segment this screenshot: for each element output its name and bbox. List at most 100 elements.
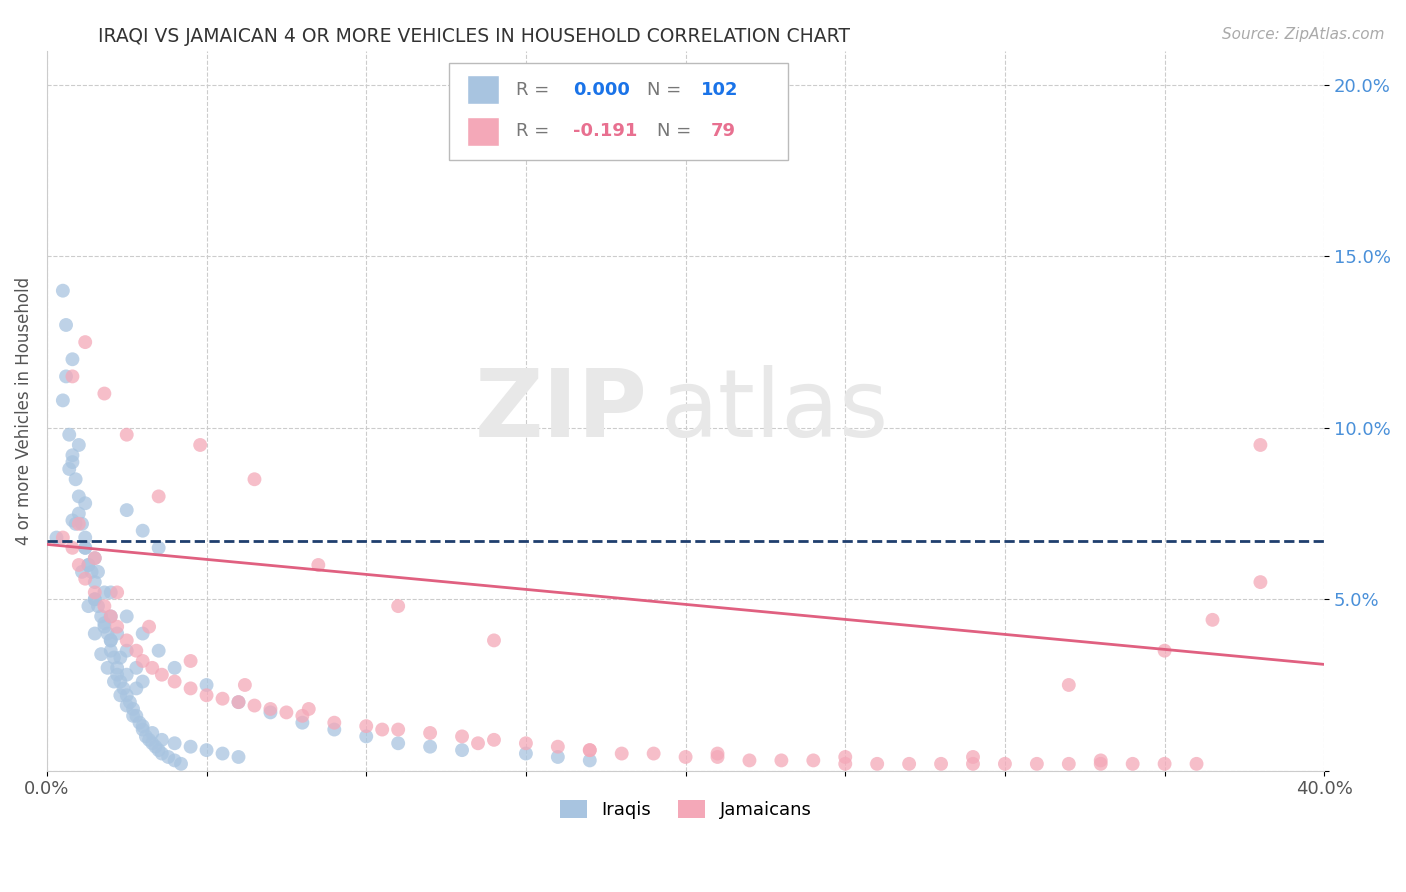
- Legend: Iraqis, Jamaicans: Iraqis, Jamaicans: [553, 793, 818, 827]
- Point: [115, 427, 138, 442]
- Point: [83, 585, 105, 599]
- Point: [354, 730, 377, 744]
- Point: [62, 369, 84, 384]
- Point: [52, 531, 75, 545]
- Point: [125, 643, 148, 657]
- Point: [467, 736, 489, 750]
- Point: [100, 585, 122, 599]
- Point: [105, 585, 128, 599]
- Text: 102: 102: [702, 80, 738, 98]
- Point: [115, 503, 138, 517]
- Point: [105, 626, 128, 640]
- Point: [482, 732, 505, 747]
- Point: [100, 633, 122, 648]
- Point: [170, 756, 193, 771]
- Point: [482, 633, 505, 648]
- Point: [228, 695, 250, 709]
- Point: [323, 715, 346, 730]
- Point: [387, 736, 409, 750]
- Point: [419, 739, 441, 754]
- Point: [70, 565, 93, 579]
- Point: [387, 723, 409, 737]
- Point: [131, 626, 153, 640]
- Point: [145, 739, 167, 754]
- Point: [45, 531, 67, 545]
- Point: [122, 709, 145, 723]
- Point: [738, 753, 761, 767]
- Y-axis label: 4 or more Vehicles in Household: 4 or more Vehicles in Household: [15, 277, 32, 545]
- Point: [1185, 756, 1208, 771]
- Point: [70, 516, 93, 531]
- Point: [62, 513, 84, 527]
- Point: [163, 753, 186, 767]
- Point: [115, 643, 138, 657]
- Point: [110, 688, 132, 702]
- Point: [80, 565, 103, 579]
- Point: [195, 743, 218, 757]
- Point: [898, 756, 921, 771]
- Point: [65, 472, 87, 486]
- Point: [291, 715, 314, 730]
- Point: [547, 750, 569, 764]
- Point: [115, 667, 138, 681]
- Point: [93, 616, 115, 631]
- Point: [105, 620, 128, 634]
- Point: [157, 750, 180, 764]
- Point: [243, 472, 266, 486]
- Point: [1153, 756, 1175, 771]
- Point: [100, 609, 122, 624]
- Point: [163, 736, 186, 750]
- Point: [962, 756, 984, 771]
- Point: [83, 575, 105, 590]
- Point: [610, 747, 633, 761]
- Point: [128, 715, 150, 730]
- Text: -0.191: -0.191: [574, 122, 637, 140]
- Point: [131, 723, 153, 737]
- Point: [323, 723, 346, 737]
- Point: [77, 558, 100, 572]
- Point: [131, 654, 153, 668]
- Point: [1025, 756, 1047, 771]
- Point: [93, 620, 115, 634]
- Text: R =: R =: [516, 122, 555, 140]
- Text: 79: 79: [711, 122, 737, 140]
- Point: [87, 565, 110, 579]
- Point: [163, 674, 186, 689]
- Point: [243, 698, 266, 713]
- Point: [138, 620, 160, 634]
- Point: [387, 599, 409, 614]
- Point: [90, 609, 112, 624]
- Point: [115, 633, 138, 648]
- Text: IRAQI VS JAMAICAN 4 OR MORE VEHICLES IN HOUSEHOLD CORRELATION CHART: IRAQI VS JAMAICAN 4 OR MORE VEHICLES IN …: [98, 27, 851, 45]
- Point: [77, 599, 100, 614]
- Point: [150, 732, 173, 747]
- Point: [93, 599, 115, 614]
- Point: [52, 393, 75, 408]
- Point: [1249, 438, 1271, 452]
- Point: [83, 626, 105, 640]
- Text: atlas: atlas: [659, 365, 889, 457]
- Point: [188, 438, 211, 452]
- Point: [1153, 643, 1175, 657]
- Point: [801, 753, 824, 767]
- Point: [298, 702, 321, 716]
- Point: [105, 661, 128, 675]
- Point: [135, 730, 157, 744]
- Point: [180, 681, 202, 696]
- Point: [83, 592, 105, 607]
- Point: [150, 667, 173, 681]
- Point: [770, 753, 793, 767]
- FancyBboxPatch shape: [450, 63, 787, 161]
- Text: 0.000: 0.000: [574, 80, 630, 98]
- Point: [371, 723, 394, 737]
- Point: [103, 650, 125, 665]
- Point: [67, 516, 90, 531]
- Point: [75, 496, 97, 510]
- Point: [52, 284, 75, 298]
- Point: [148, 643, 170, 657]
- Point: [195, 688, 218, 702]
- Point: [103, 674, 125, 689]
- Point: [643, 747, 665, 761]
- Point: [259, 706, 281, 720]
- Point: [93, 386, 115, 401]
